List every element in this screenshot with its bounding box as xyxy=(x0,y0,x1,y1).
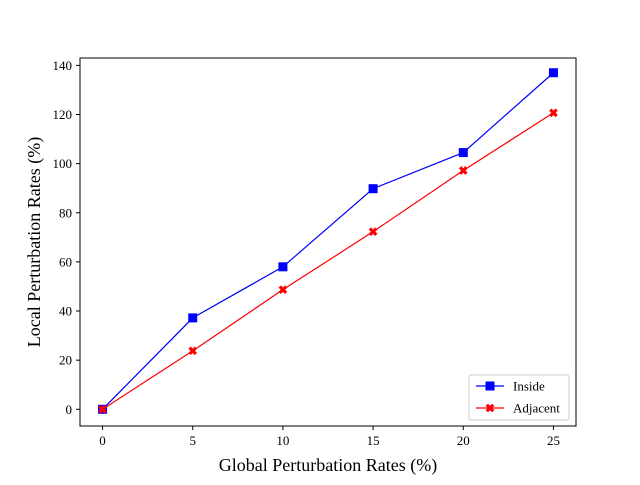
x-tick-label: 20 xyxy=(457,433,470,448)
y-tick-label: 140 xyxy=(53,58,73,73)
y-tick-label: 0 xyxy=(66,402,73,417)
data-point-adjacent xyxy=(549,108,558,118)
data-point-inside xyxy=(278,262,288,272)
y-axis: 0 20 40 60 80 100 120 140 xyxy=(53,58,80,417)
data-point-inside xyxy=(188,313,198,323)
series-line-inside xyxy=(102,72,554,410)
x-axis-label: Global Perturbation Rates (%) xyxy=(219,455,437,476)
x-tick-label: 15 xyxy=(367,433,380,448)
y-tick-label: 120 xyxy=(53,107,73,122)
x-tick-label: 10 xyxy=(276,433,289,448)
y-tick-label: 20 xyxy=(59,353,72,368)
series-adjacent xyxy=(98,108,558,414)
data-point-inside xyxy=(458,148,468,158)
data-point-inside xyxy=(548,68,558,78)
x-axis: 0 5 10 15 20 25 xyxy=(99,426,560,448)
series-inside xyxy=(98,68,558,414)
y-tick-label: 80 xyxy=(59,205,72,220)
y-tick-label: 100 xyxy=(53,156,73,171)
y-tick-label: 60 xyxy=(59,254,72,269)
series-layer xyxy=(98,68,558,414)
data-point-adjacent xyxy=(278,285,288,294)
data-point-adjacent xyxy=(188,346,198,356)
x-tick-label: 0 xyxy=(99,433,106,448)
legend-marker-adjacent xyxy=(485,403,495,413)
data-point-adjacent xyxy=(458,166,468,175)
x-tick-label: 25 xyxy=(547,433,560,448)
data-point-inside xyxy=(368,184,378,194)
y-tick-label: 40 xyxy=(59,304,72,319)
data-point-adjacent xyxy=(98,404,107,414)
y-axis-label: Local Perturbation Rates (%) xyxy=(24,137,45,347)
legend-label-inside: Inside xyxy=(513,379,545,394)
data-point-adjacent xyxy=(368,227,378,237)
legend-marker-inside xyxy=(485,381,495,391)
series-line-adjacent xyxy=(102,112,554,410)
x-tick-label: 5 xyxy=(189,433,196,448)
legend: Inside Adjacent xyxy=(468,374,570,421)
legend-label-adjacent: Adjacent xyxy=(513,401,560,416)
plot-area xyxy=(79,57,577,427)
